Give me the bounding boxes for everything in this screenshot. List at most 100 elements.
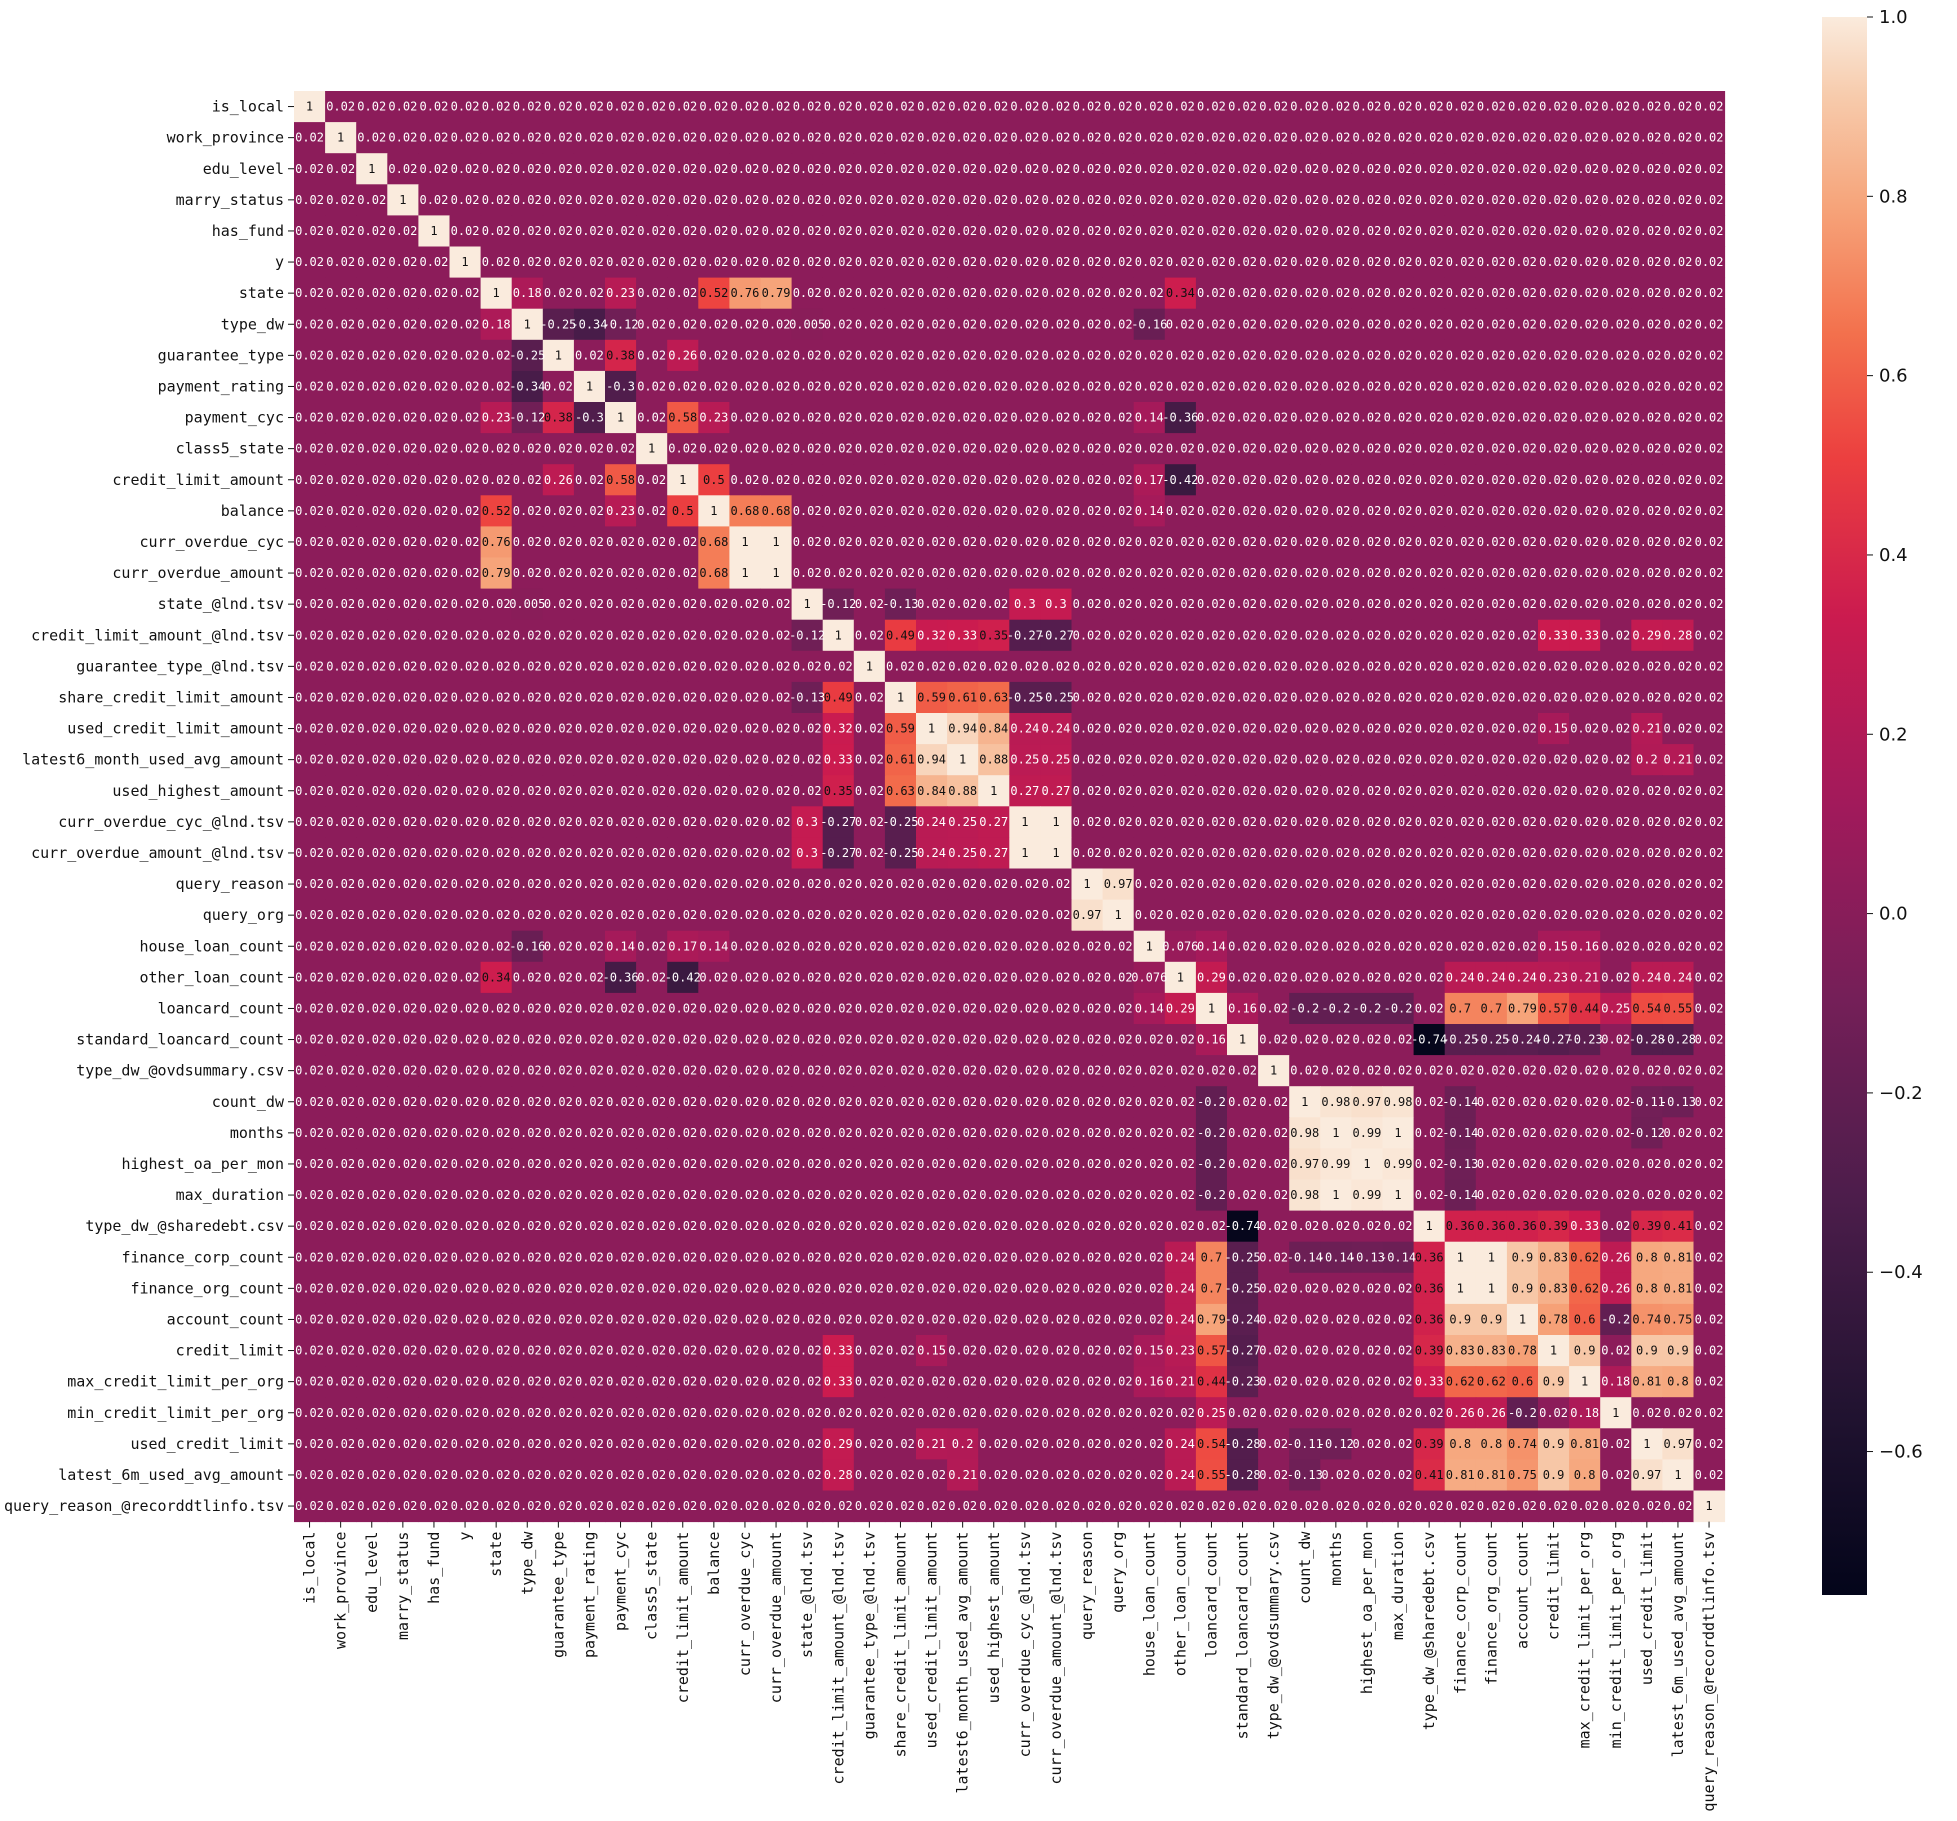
cell-value-label: 0.02: [1415, 411, 1444, 425]
cell-value-label: 0.02: [886, 504, 915, 518]
cell-value-label: -0.25: [509, 348, 545, 362]
cell-value-label: 0.02: [544, 1281, 573, 1295]
heatmap-cell: [325, 153, 357, 185]
cell-value-label: 0.25: [1041, 753, 1070, 767]
cell-value-label: 1: [1146, 939, 1153, 953]
cell-value-label: 0.02: [513, 162, 542, 176]
cell-value-label: 0.02: [575, 1095, 604, 1109]
cell-value-label: 0.24: [1166, 1281, 1195, 1295]
cell-value-label: 0.29: [824, 1437, 853, 1451]
cell-value-label: 0.02: [948, 348, 977, 362]
cell-value-label: 0.02: [575, 162, 604, 176]
heatmap-cell: [791, 91, 824, 123]
heatmap-cell: [511, 215, 544, 247]
cell-value-label: 0.02: [637, 224, 666, 238]
heatmap-cell: [605, 277, 637, 310]
heatmap-cell: [1569, 153, 1601, 185]
cell-value-label: 0.02: [1290, 193, 1319, 207]
heatmap-cell: [916, 308, 948, 341]
cell-value-label: 0.02: [575, 908, 604, 922]
cell-value-label: 0.02: [1010, 100, 1039, 114]
cell-value-label: 0.02: [544, 162, 573, 176]
cell-value-label: -0.12: [789, 628, 825, 642]
cell-value-label: 0.02: [793, 1033, 822, 1047]
cell-value-label: 0.02: [855, 442, 884, 456]
heatmap-cell: [1662, 153, 1694, 185]
cell-value-label: 0.02: [1166, 504, 1195, 518]
cell-value-label: 0.02: [1508, 1064, 1537, 1078]
cell-value-label: 0.52: [699, 286, 728, 300]
cell-value-label: 0.02: [637, 1033, 666, 1047]
cell-value-label: 0.02: [1290, 504, 1319, 518]
cell-value-label: 0.02: [1601, 1095, 1630, 1109]
row-label: highest_oa_per_mon: [121, 1155, 284, 1173]
cell-value-label: 0.63: [979, 690, 1008, 704]
heatmap-cell: [760, 308, 793, 341]
cell-value-label: 0.02: [1415, 815, 1444, 829]
cell-value-label: 0.02: [637, 753, 666, 767]
cell-value-label: 0.02: [948, 1312, 977, 1326]
cell-value-label: 0.02: [575, 473, 604, 487]
cell-value-label: 0.02: [1384, 1344, 1413, 1358]
cell-value-label: 0.02: [1166, 1033, 1195, 1047]
cell-value-label: 0.02: [575, 1281, 604, 1295]
cell-value-label: 0.02: [1321, 877, 1350, 891]
cell-value-label: 0.02: [1477, 535, 1506, 549]
heatmap-cell: [916, 122, 948, 154]
cell-value-label: 0.02: [917, 1499, 946, 1513]
cell-value-label: 0.02: [1601, 1126, 1630, 1140]
cell-value-label: 0.02: [1197, 193, 1226, 207]
cell-value-label: 0.02: [513, 131, 542, 145]
cell-value-label: 0.02: [1104, 1281, 1133, 1295]
cell-value-label: 0.02: [357, 504, 386, 518]
cell-value-label: 0.02: [886, 1344, 915, 1358]
cell-value-label: 0.02: [1446, 504, 1475, 518]
cell-value-label: 0.02: [295, 1437, 324, 1451]
cell-value-label: 0.02: [917, 1064, 946, 1078]
cell-value-label: 0.02: [1415, 566, 1444, 580]
cell-value-label: 0.02: [1104, 162, 1133, 176]
cell-value-label: 1: [1052, 846, 1059, 860]
cell-value-label: -0.14: [1380, 1250, 1416, 1264]
heatmap-cell: [822, 308, 855, 341]
cell-value-label: 0.02: [1663, 1406, 1692, 1420]
cell-value-label: 0.02: [1104, 753, 1133, 767]
cell-value-label: 0.02: [855, 877, 884, 891]
heatmap-cell: [884, 308, 917, 341]
cell-value-label: 0.02: [1135, 753, 1164, 767]
cell-value-label: 0.02: [855, 970, 884, 984]
row-label: state: [239, 284, 284, 302]
cell-value-label: 0.02: [513, 1499, 542, 1513]
cell-value-label: 0.02: [1290, 628, 1319, 642]
cell-value-label: 0.02: [1477, 690, 1506, 704]
cell-value-label: 0.02: [1352, 566, 1381, 580]
heatmap-cell: [1009, 308, 1041, 341]
cell-value-label: 0.02: [730, 473, 759, 487]
heatmap-cell: [1351, 91, 1383, 123]
cell-value-label: 0.02: [388, 224, 417, 238]
cell-value-label: 0.02: [699, 659, 728, 673]
cell-value-label: 0.63: [886, 784, 915, 798]
heatmap-cell: [1569, 122, 1601, 154]
cell-value-label: 0.02: [295, 504, 324, 518]
cell-value-label: 0.02: [730, 193, 759, 207]
cell-value-label: 0.02: [606, 1499, 635, 1513]
cell-value-label: 0.02: [1695, 1033, 1724, 1047]
colorbar-tick-label: 0.2: [1879, 724, 1908, 745]
cell-value-label: 0.02: [482, 1437, 511, 1451]
cell-value-label: 0.02: [1073, 535, 1102, 549]
heatmap-cell: [480, 153, 513, 185]
cell-value-label: 0.02: [1352, 815, 1381, 829]
cell-value-label: 0.24: [1477, 970, 1506, 984]
cell-value-label: 0.02: [419, 939, 448, 953]
cell-value-label: 0.02: [606, 1188, 635, 1202]
cell-value-label: 0.02: [482, 908, 511, 922]
cell-value-label: 0.02: [1166, 659, 1195, 673]
cell-value-label: 0.02: [1228, 224, 1257, 238]
cell-value-label: 0.02: [1041, 411, 1070, 425]
cell-value-label: 0.35: [824, 784, 853, 798]
heatmap-cell: [1195, 308, 1228, 341]
cell-value-label: 0.02: [357, 1250, 386, 1264]
cell-value-label: 1: [1270, 1064, 1277, 1078]
cell-value-label: 0.02: [855, 846, 884, 860]
